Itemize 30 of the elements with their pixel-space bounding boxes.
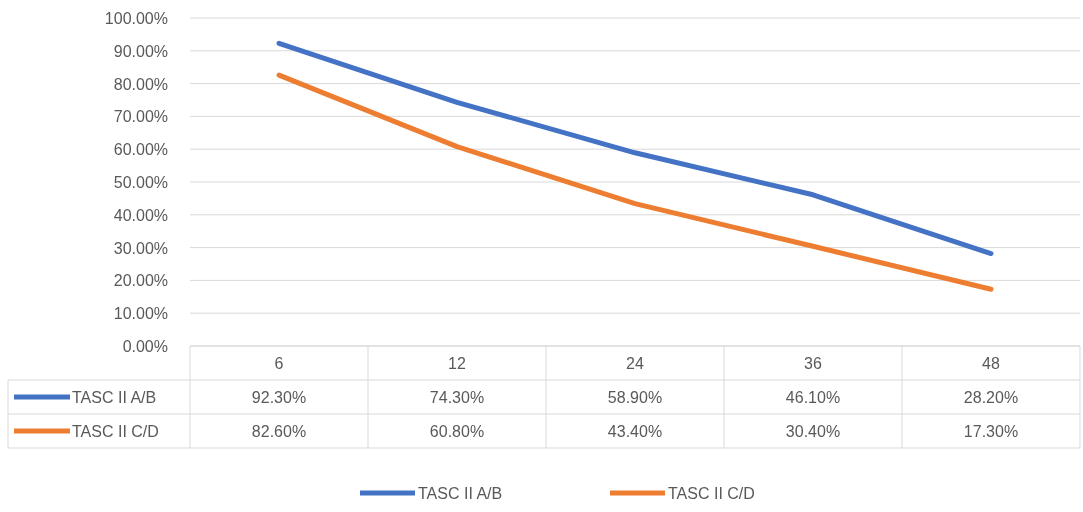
data-label: 17.30% <box>963 423 1019 440</box>
y-tick-label: 50.00% <box>113 174 168 191</box>
y-tick-label: 100.00% <box>104 10 168 27</box>
x-tick-label: 48 <box>982 355 1000 372</box>
text: TASC II C/D <box>668 485 755 502</box>
y-tick-label: 90.00% <box>113 42 168 60</box>
data-label: 92.30% <box>251 389 307 406</box>
x-tick-label: 36 <box>804 355 822 372</box>
y-tick-label: 40.00% <box>113 206 168 224</box>
data-label: 58.90% <box>607 389 663 406</box>
x-tick-label: 24 <box>626 355 644 372</box>
legend-label: TASC II C/D <box>72 423 159 440</box>
y-tick-label: 10.00% <box>113 305 168 323</box>
y-tick-label: 30.00% <box>113 239 168 257</box>
data-label: 74.30% <box>429 389 485 406</box>
y-tick-label: 20.00% <box>113 272 168 290</box>
y-tick-label: 70.00% <box>113 108 168 126</box>
x-tick-label: 12 <box>448 355 466 372</box>
x-tick-label: 6 <box>274 355 284 372</box>
data-label: 28.20% <box>963 389 1019 406</box>
y-tick-label: 80.00% <box>113 75 168 93</box>
data-label: 60.80% <box>429 423 485 440</box>
y-tick-label: 60.00% <box>113 141 168 159</box>
data-label: 43.40% <box>607 423 663 440</box>
text: TASC II A/B <box>418 485 503 502</box>
y-tick-label: 0.00% <box>122 338 168 355</box>
legend-label: TASC II A/B <box>72 389 157 406</box>
data-label: 30.40% <box>785 423 841 440</box>
data-label: 46.10% <box>785 389 841 406</box>
data-label: 82.60% <box>251 423 307 440</box>
